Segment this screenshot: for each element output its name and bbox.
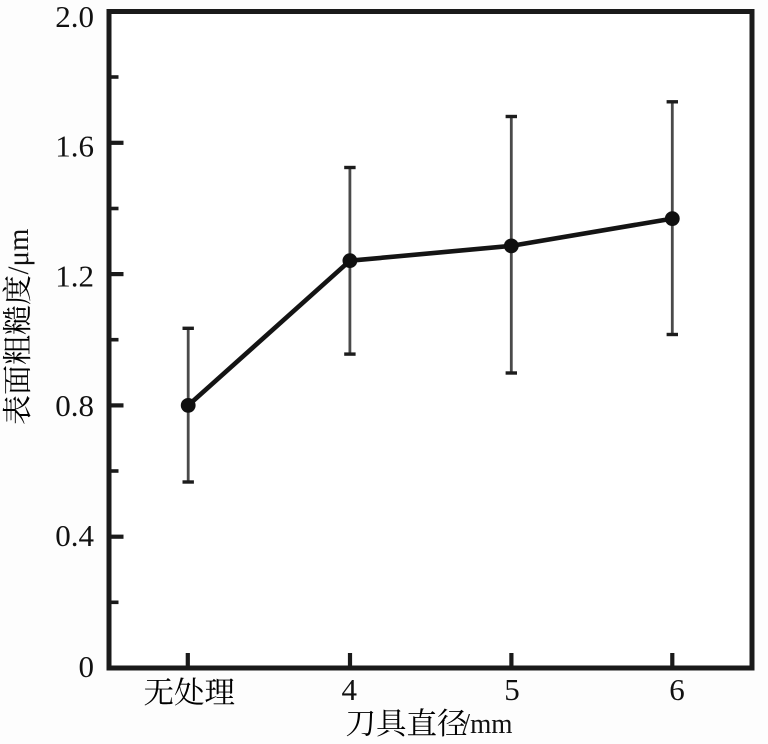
svg-text:5: 5 <box>504 672 520 707</box>
svg-text:6: 6 <box>669 672 685 707</box>
svg-text:1.6: 1.6 <box>55 129 94 164</box>
svg-text:1.2: 1.2 <box>55 258 94 293</box>
svg-text:4: 4 <box>341 672 357 707</box>
svg-text:/μm: /μm <box>2 229 35 275</box>
svg-text:/mm: /mm <box>463 708 513 740</box>
svg-text:0: 0 <box>79 649 95 684</box>
svg-text:2.0: 2.0 <box>55 0 94 34</box>
svg-text:0.8: 0.8 <box>55 388 94 423</box>
svg-text:0.4: 0.4 <box>55 518 94 553</box>
